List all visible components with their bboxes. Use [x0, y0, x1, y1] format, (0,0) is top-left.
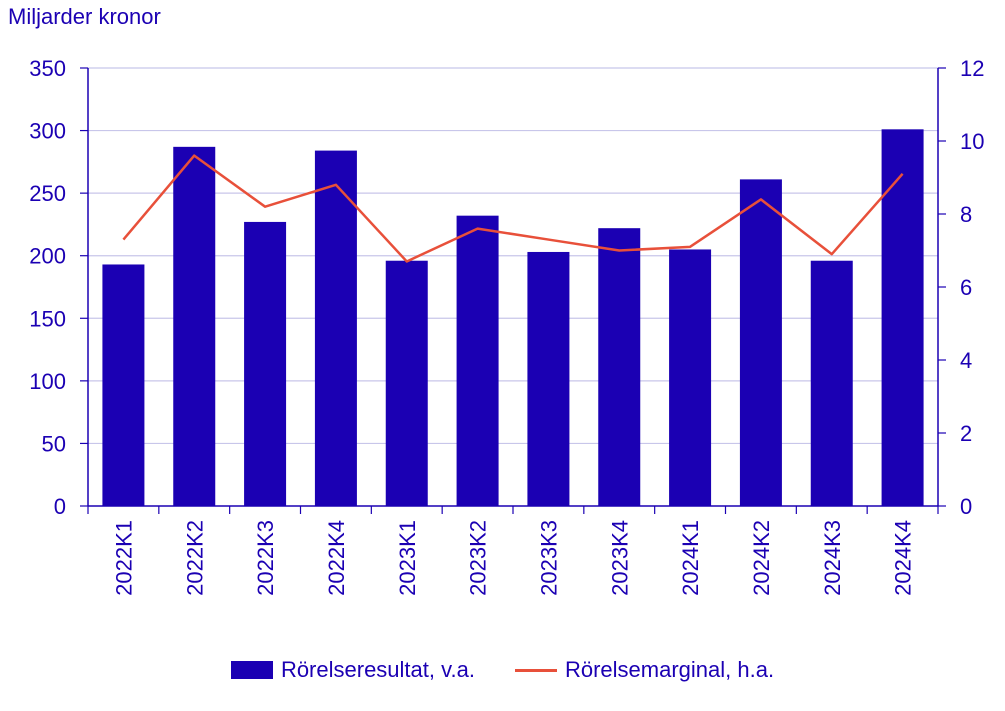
- x-tick-label: 2022K3: [253, 520, 278, 596]
- bar: [810, 260, 853, 506]
- line-path: [122, 154, 904, 263]
- line-series: [122, 154, 904, 263]
- x-tick-label: 2023K1: [395, 520, 420, 596]
- axes: [80, 67, 946, 514]
- y-left-tick-label: 350: [29, 56, 66, 81]
- bar: [102, 264, 145, 506]
- x-tick-label: 2024K4: [891, 520, 916, 596]
- bar: [456, 215, 499, 506]
- legend-swatch-line: [514, 668, 557, 672]
- legend: Rörelseresultat, v.a. Rörelsemarginal, h…: [0, 650, 1005, 690]
- y-left-tick-label: 200: [29, 244, 66, 269]
- legend-label-line: Rörelsemarginal, h.a.: [564, 657, 775, 682]
- bar: [669, 249, 712, 506]
- y-left-tick-label: 300: [29, 119, 66, 144]
- bar: [881, 129, 924, 506]
- y-right-tick-label: 8: [960, 202, 972, 227]
- x-tick-label: 2024K1: [678, 520, 703, 596]
- y-right-axis-labels: 0 2 4 6 8 10 12: [960, 56, 984, 519]
- x-tick-label: 2023K2: [466, 520, 491, 596]
- x-tick-label: 2023K3: [536, 520, 561, 596]
- y-right-tick-label: 6: [960, 275, 972, 300]
- legend-item-line: Rörelsemarginal, h.a.: [514, 657, 775, 683]
- bar: [739, 179, 782, 506]
- y-left-tick-label: 250: [29, 181, 66, 206]
- bar-series: [102, 129, 924, 506]
- bar: [385, 260, 428, 506]
- legend-swatch-bar: [230, 661, 273, 679]
- y-right-tick-label: 2: [960, 421, 972, 446]
- x-tick-label: 2022K2: [182, 520, 207, 596]
- legend-label-bar: Rörelseresultat, v.a.: [280, 657, 475, 682]
- y-right-tick-label: 12: [960, 56, 984, 81]
- bar: [527, 251, 570, 506]
- y-left-tick-label: 150: [29, 306, 66, 331]
- gridlines: [88, 67, 938, 445]
- x-tick-label: 2024K3: [820, 520, 845, 596]
- bar: [244, 221, 287, 506]
- legend-item-bar: Rörelseresultat, v.a.: [230, 657, 475, 683]
- bar: [598, 228, 641, 506]
- y-left-axis-title: Miljarder kronor: [8, 4, 161, 29]
- x-axis-labels: 2022K1 2022K2 2022K3 2022K4 2023K1 2023K2 2023…: [111, 520, 915, 596]
- y-right-tick-label: 4: [960, 348, 972, 373]
- y-left-tick-label: 50: [42, 431, 66, 456]
- y-right-tick-label: 10: [960, 129, 984, 154]
- bar: [173, 146, 216, 506]
- y-left-tick-label: 0: [54, 494, 66, 519]
- x-tick-label: 2024K2: [749, 520, 774, 596]
- y-left-tick-label: 100: [29, 369, 66, 394]
- x-tick-label: 2022K1: [111, 520, 136, 596]
- x-tick-label: 2023K4: [607, 520, 632, 596]
- x-tick-label: 2022K4: [324, 520, 349, 596]
- y-right-tick-label: 0: [960, 494, 972, 519]
- bar: [314, 150, 357, 506]
- y-left-axis-labels: 0 50 100 150 200 250 300 350: [29, 56, 66, 519]
